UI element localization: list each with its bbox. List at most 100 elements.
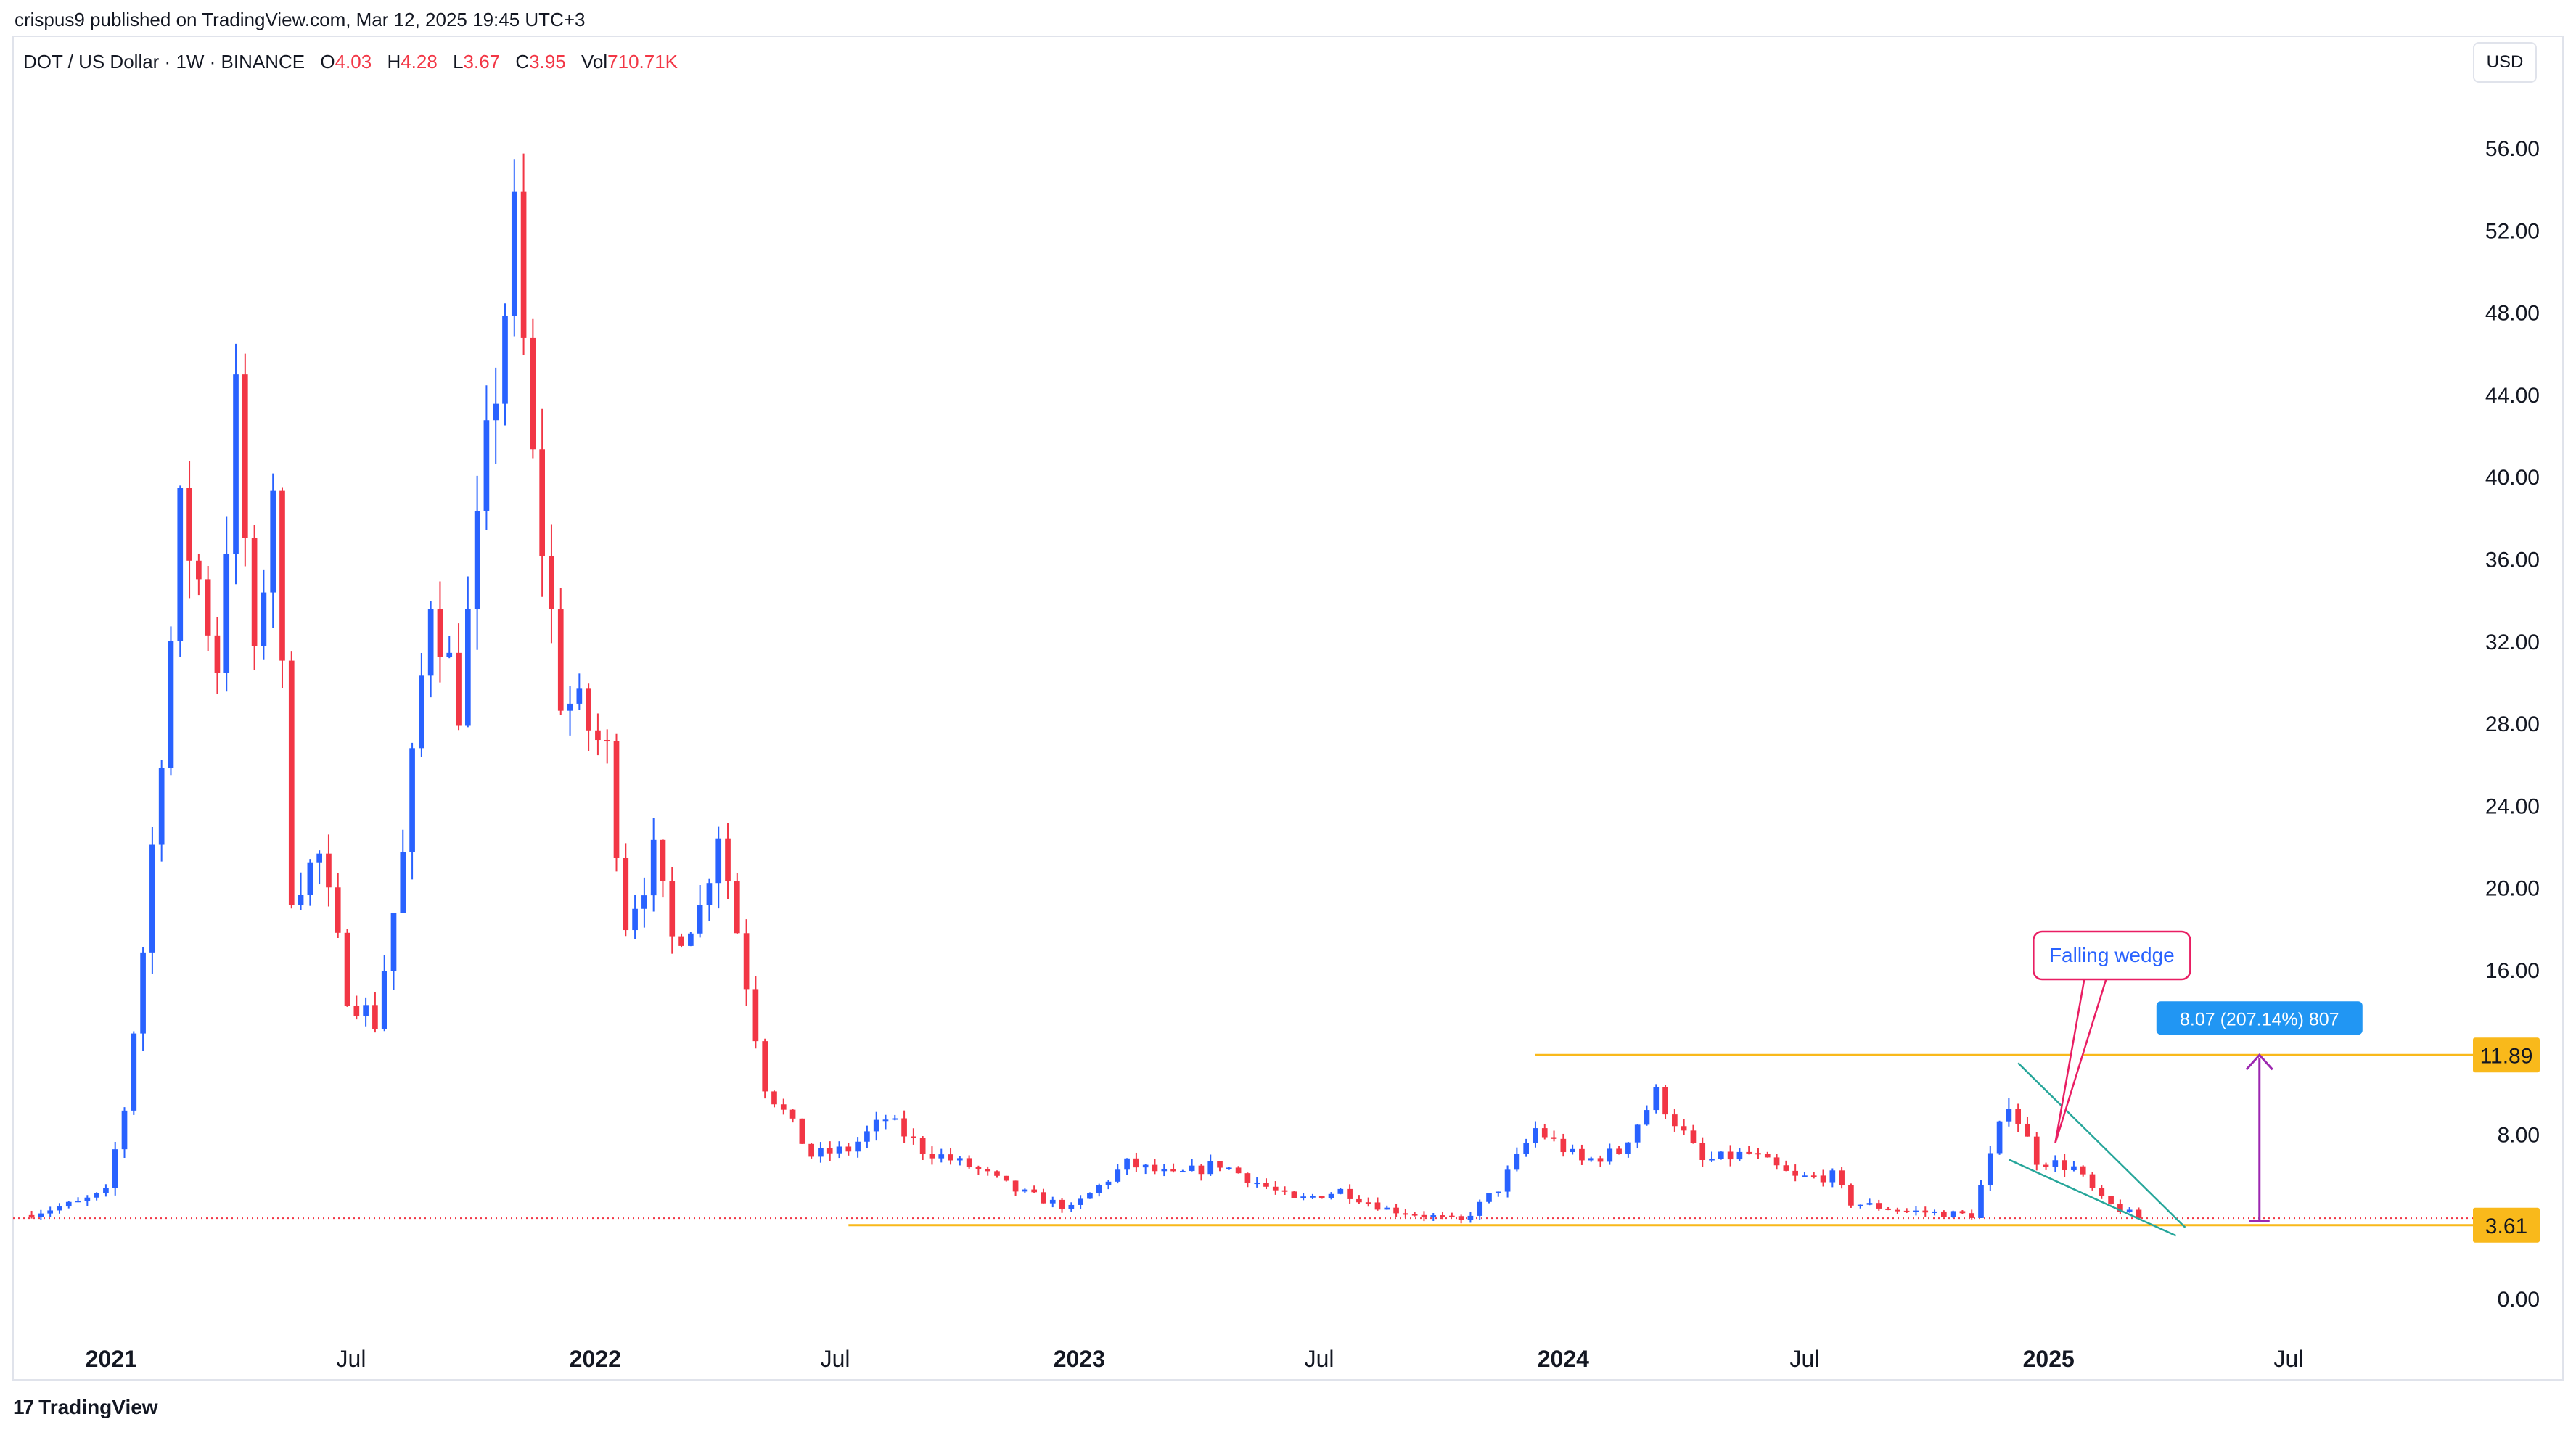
candle-body (1337, 1188, 1344, 1194)
x-tick-label: Jul (1305, 1346, 1334, 1372)
candle-body (1068, 1204, 1075, 1209)
candle-body (2033, 1136, 2040, 1165)
candle-body (316, 853, 322, 863)
candle-body (586, 688, 591, 731)
candle-body (223, 554, 230, 673)
candle-body (855, 1141, 861, 1152)
candle-body (2099, 1188, 2105, 1196)
candle-body (168, 641, 174, 768)
candle-body (1551, 1137, 1557, 1139)
symbol-title[interactable]: DOT / US Dollar · 1W · BINANCE (23, 51, 305, 73)
tradingview-logo[interactable]: 17 TradingView (13, 1396, 158, 1419)
candle-body (1644, 1110, 1650, 1125)
candle-body (1848, 1185, 1854, 1206)
candle-body (2025, 1123, 2030, 1137)
candle-body (1607, 1148, 1613, 1162)
candle-body (1133, 1158, 1139, 1168)
candle-body (650, 839, 657, 896)
candle-body (1504, 1169, 1511, 1192)
candle-body (2006, 1109, 2012, 1122)
candle-body (279, 490, 285, 661)
low-key: L (453, 51, 464, 73)
candle-body (919, 1138, 926, 1154)
candle-body (1810, 1175, 1817, 1177)
candle-body (1514, 1154, 1520, 1170)
candle-body (1328, 1193, 1334, 1198)
measure-label: 8.07 (207.14%) 807 (2180, 1009, 2339, 1029)
candle-body (353, 1006, 360, 1016)
plot-border (12, 36, 2564, 1381)
candle-body (595, 730, 601, 741)
candle-body (1792, 1170, 1798, 1176)
time-axis[interactable]: 2021 Jul 2022 Jul 2023 Jul 2024 Jul 2025 Jul (86, 1346, 2304, 1372)
candle-body (743, 933, 750, 990)
candle-body (1003, 1175, 1009, 1181)
candle-body (1736, 1151, 1743, 1160)
candle-body (409, 748, 415, 852)
candle-body (1579, 1148, 1585, 1161)
candle-body (2080, 1166, 2086, 1175)
candle-body (2015, 1109, 2022, 1124)
candle-body (326, 853, 332, 888)
legend-line: DOT / US Dollar · 1W · BINANCE O4.03 H4.… (23, 51, 678, 73)
annotations: Falling wedge 8.07 (207.14%) 807 (2033, 930, 2363, 1222)
candle-body (669, 881, 676, 937)
candle-body (539, 449, 546, 556)
candle-body (1940, 1211, 1947, 1217)
candle-body (1393, 1207, 1399, 1214)
candle-body (251, 538, 258, 646)
x-tick-label: 2025 (2023, 1346, 2075, 1372)
candle-body (985, 1169, 991, 1172)
candle-body (1049, 1199, 1056, 1204)
candle-body (214, 635, 221, 673)
candle-body (994, 1171, 1000, 1176)
y-tick-label: 0.00 (2498, 1288, 2540, 1312)
candle-body (1059, 1199, 1065, 1209)
currency-button[interactable]: USD (2473, 42, 2537, 83)
horizontal-levels: 11.89 3.61 (848, 1037, 2540, 1243)
candle-body (511, 191, 517, 316)
candle-body (1096, 1185, 1102, 1193)
candle-body (1477, 1201, 1483, 1216)
candle-body (845, 1146, 852, 1152)
candle-body (808, 1143, 814, 1157)
price-axis[interactable]: 0.00 8.00 16.00 20.00 24.00 28.00 32.00 36.00 40… (2485, 137, 2540, 1312)
candle-body (715, 838, 722, 884)
candle-body (799, 1118, 805, 1144)
candle-body (38, 1213, 44, 1217)
candle-body (186, 488, 192, 561)
candle-body (901, 1118, 907, 1137)
candle-body (1570, 1148, 1575, 1153)
x-tick-label: 2023 (1054, 1346, 1105, 1372)
candle-body (911, 1136, 916, 1138)
candle-body (604, 740, 610, 742)
close-value: 3.95 (529, 51, 566, 73)
candle-body (131, 1033, 137, 1111)
candle-body (1031, 1189, 1038, 1193)
candle-body (196, 560, 202, 580)
candle-body (372, 1005, 378, 1029)
open-key: O (320, 51, 335, 73)
candle-body (1820, 1175, 1826, 1183)
candle-body (1746, 1151, 1752, 1154)
candle-body (158, 768, 165, 845)
candle-body (307, 862, 313, 895)
candle-body (2108, 1196, 2114, 1204)
y-tick-label: 52.00 (2485, 219, 2540, 243)
y-tick-label: 8.00 (2498, 1123, 2540, 1147)
candle-body (780, 1104, 787, 1110)
x-tick-label: 2024 (1538, 1346, 1589, 1372)
candle-body (47, 1210, 54, 1214)
low-value: 3.67 (463, 51, 501, 73)
candle-body (149, 844, 155, 953)
candle-body (549, 556, 554, 609)
candle-body (688, 933, 694, 946)
candle-body (390, 913, 397, 971)
falling-wedge (2008, 1062, 2186, 1237)
candle-body (270, 490, 276, 593)
candle-body (530, 337, 536, 450)
y-tick-label: 48.00 (2485, 302, 2540, 326)
candle-body (28, 1214, 35, 1217)
candle-body (1783, 1165, 1789, 1171)
